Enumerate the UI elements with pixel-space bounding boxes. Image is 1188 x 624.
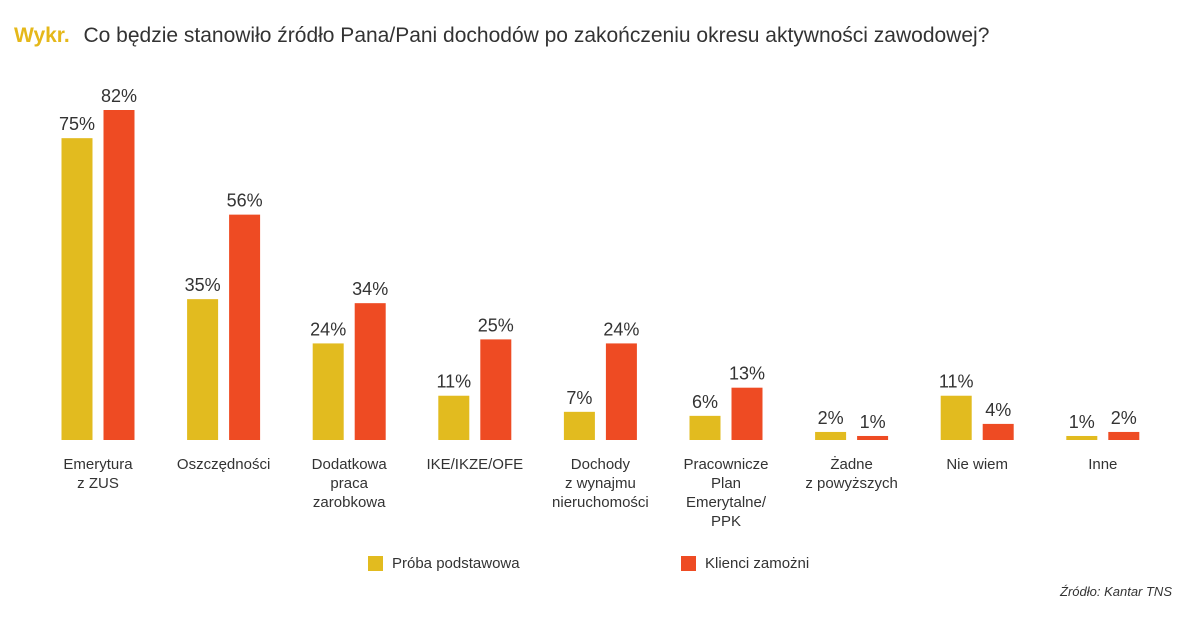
data-label-series-2: 25% [478,315,514,335]
source-note: Źródło: Kantar TNS [1060,584,1172,599]
bar-series-2 [103,110,135,440]
bar-series-1 [689,415,721,440]
data-label-series-1: 11% [436,372,471,392]
bar-series-1 [312,343,344,440]
data-label-series-1: 75% [59,114,95,134]
bar-series-1 [61,138,93,441]
category-label: Żadne z powyższych [805,455,898,492]
category-label: IKE/IKZE/OFE [426,456,523,473]
category-label: Oszczędności [177,456,270,473]
legend-swatch-series-1 [368,556,383,571]
data-label-series-1: 2% [818,408,844,428]
bar-series-2 [731,387,763,440]
data-label-series-2: 34% [352,279,388,299]
legend-item-series-2: Klienci zamożni [681,555,809,572]
data-label-series-2: 2% [1111,408,1137,428]
data-label-series-1: 6% [692,392,718,412]
category-label: Inne [1088,456,1117,473]
bar-series-1 [187,299,219,440]
category-label: Dodatkowa praca zarobkowa [312,456,388,511]
bar-series-2 [229,214,261,440]
legend-label-series-1: Próba podstawowa [392,555,520,572]
legend-label-series-2: Klienci zamożni [705,555,810,572]
data-label-series-1: 35% [185,275,221,295]
data-label-series-1: 24% [310,319,346,339]
category-label: Nie wiem [946,456,1008,473]
data-label-series-2: 24% [603,319,639,339]
chart-title-row: Wykr. Co będzie stanowiło źródło Pana/Pa… [14,24,989,48]
bar-series-2 [982,423,1014,440]
figure-prefix: Wykr. [14,24,70,47]
data-label-series-1: 7% [566,388,592,408]
bar-series-1 [563,411,595,440]
chart-title: Co będzie stanowiło źródło Pana/Pani doc… [83,24,990,47]
bar-series-1 [815,431,847,440]
data-label-series-1: 11% [939,372,974,392]
bar-series-1 [1066,435,1098,440]
legend-item-series-1: Próba podstawowa [368,555,520,572]
category-label: Dochody z wynajmu nieruchomości [552,456,649,511]
bar-series-1 [438,395,470,440]
legend-swatch-series-2 [681,556,696,571]
data-label-series-2: 13% [729,364,765,384]
data-label-series-1: 1% [1069,412,1095,432]
data-label-series-2: 56% [227,191,263,211]
bar-series-1 [940,395,972,440]
bar-series-2 [605,343,637,440]
data-label-series-2: 82% [101,86,137,106]
bar-series-2 [480,339,512,440]
data-label-series-2: 4% [985,400,1011,420]
bar-series-2 [857,435,889,440]
data-label-series-2: 1% [860,412,886,432]
bar-series-2 [354,303,386,440]
category-label: Emerytura z ZUS [63,456,133,492]
bar-series-2 [1108,431,1140,440]
category-label: Pracownicze Plan Emerytalne/PPK [683,456,768,530]
